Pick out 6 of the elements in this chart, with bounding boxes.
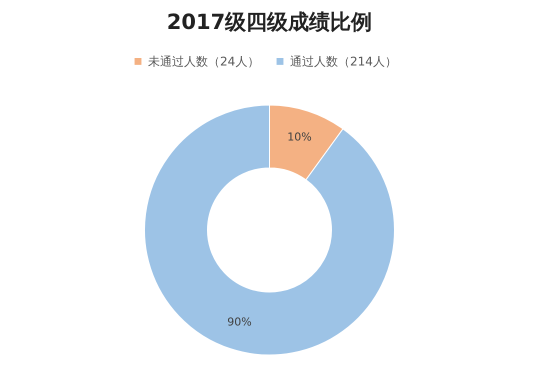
legend-label: 通过人数（214人） — [290, 54, 397, 68]
legend-label: 未通过人数（24人） — [148, 54, 260, 68]
donut-slice — [144, 104, 395, 356]
chart-title: 2017级四级成绩比例 — [166, 10, 372, 34]
data-label: 90% — [227, 315, 252, 328]
data-label: 10% — [287, 130, 312, 144]
